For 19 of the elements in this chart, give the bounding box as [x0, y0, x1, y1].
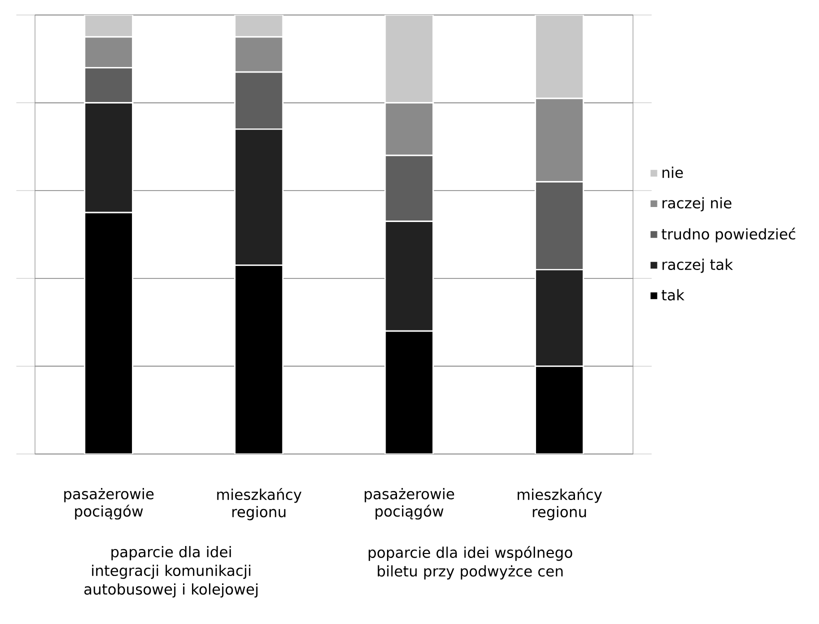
legend-label: nie: [662, 166, 683, 178]
x-tick-label: pasażerowie pociągów: [364, 488, 454, 520]
legend-label: tak: [662, 289, 684, 301]
text: poparcie dla idei wspólnego biletu przy podwyżce cen: [368, 546, 572, 580]
bar: [234, 14, 284, 38]
x-tick-label: pasażerowie pociągów: [64, 488, 154, 520]
bar: [384, 14, 434, 104]
bar: [234, 264, 284, 454]
x-tick-label: mieszkańcy regionu: [217, 488, 302, 520]
legend-label: raczej nie: [662, 197, 732, 212]
bar: [84, 14, 134, 38]
legend-label: trudno powiedzieć: [662, 228, 796, 242]
x-tick-label: mieszkańcy regionu: [518, 488, 602, 520]
bar: [534, 14, 584, 100]
text: paparcie dla idei integracji komunikacji autobusowej i kolejowej: [84, 546, 258, 598]
legend-label: raczej tak: [662, 258, 733, 273]
bar: [384, 330, 434, 454]
bar: [534, 366, 584, 454]
bar: [84, 212, 134, 454]
